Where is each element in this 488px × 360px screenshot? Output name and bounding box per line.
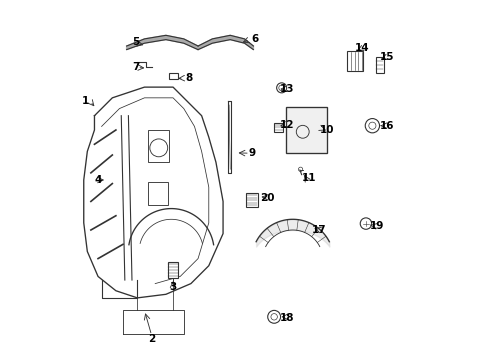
- Text: 11: 11: [301, 173, 315, 183]
- Text: 20: 20: [260, 193, 274, 203]
- Text: 7: 7: [132, 63, 139, 72]
- Text: 17: 17: [311, 225, 326, 235]
- Bar: [167, 262, 178, 278]
- Text: 10: 10: [319, 125, 333, 135]
- Polygon shape: [198, 35, 253, 50]
- Text: 6: 6: [251, 34, 258, 44]
- Bar: [346, 51, 363, 71]
- Text: 2: 2: [148, 334, 155, 344]
- Bar: [246, 193, 257, 207]
- Text: 8: 8: [185, 73, 192, 83]
- Text: 12: 12: [280, 120, 294, 130]
- Text: 13: 13: [280, 84, 294, 94]
- Text: 4: 4: [94, 175, 102, 185]
- Text: 9: 9: [247, 148, 255, 158]
- Bar: [148, 130, 169, 162]
- Text: 19: 19: [369, 221, 383, 231]
- Text: 15: 15: [379, 52, 394, 62]
- Polygon shape: [228, 102, 230, 173]
- Bar: [169, 73, 178, 79]
- Bar: [148, 182, 167, 205]
- Bar: [375, 57, 383, 73]
- Text: 16: 16: [379, 121, 394, 131]
- Bar: [285, 107, 326, 153]
- Text: 18: 18: [280, 312, 294, 323]
- Polygon shape: [83, 87, 223, 298]
- Text: 1: 1: [82, 96, 89, 107]
- Text: 3: 3: [169, 282, 176, 292]
- Text: 5: 5: [132, 37, 139, 48]
- Bar: [274, 123, 283, 132]
- Text: 14: 14: [354, 43, 369, 53]
- Polygon shape: [126, 35, 198, 50]
